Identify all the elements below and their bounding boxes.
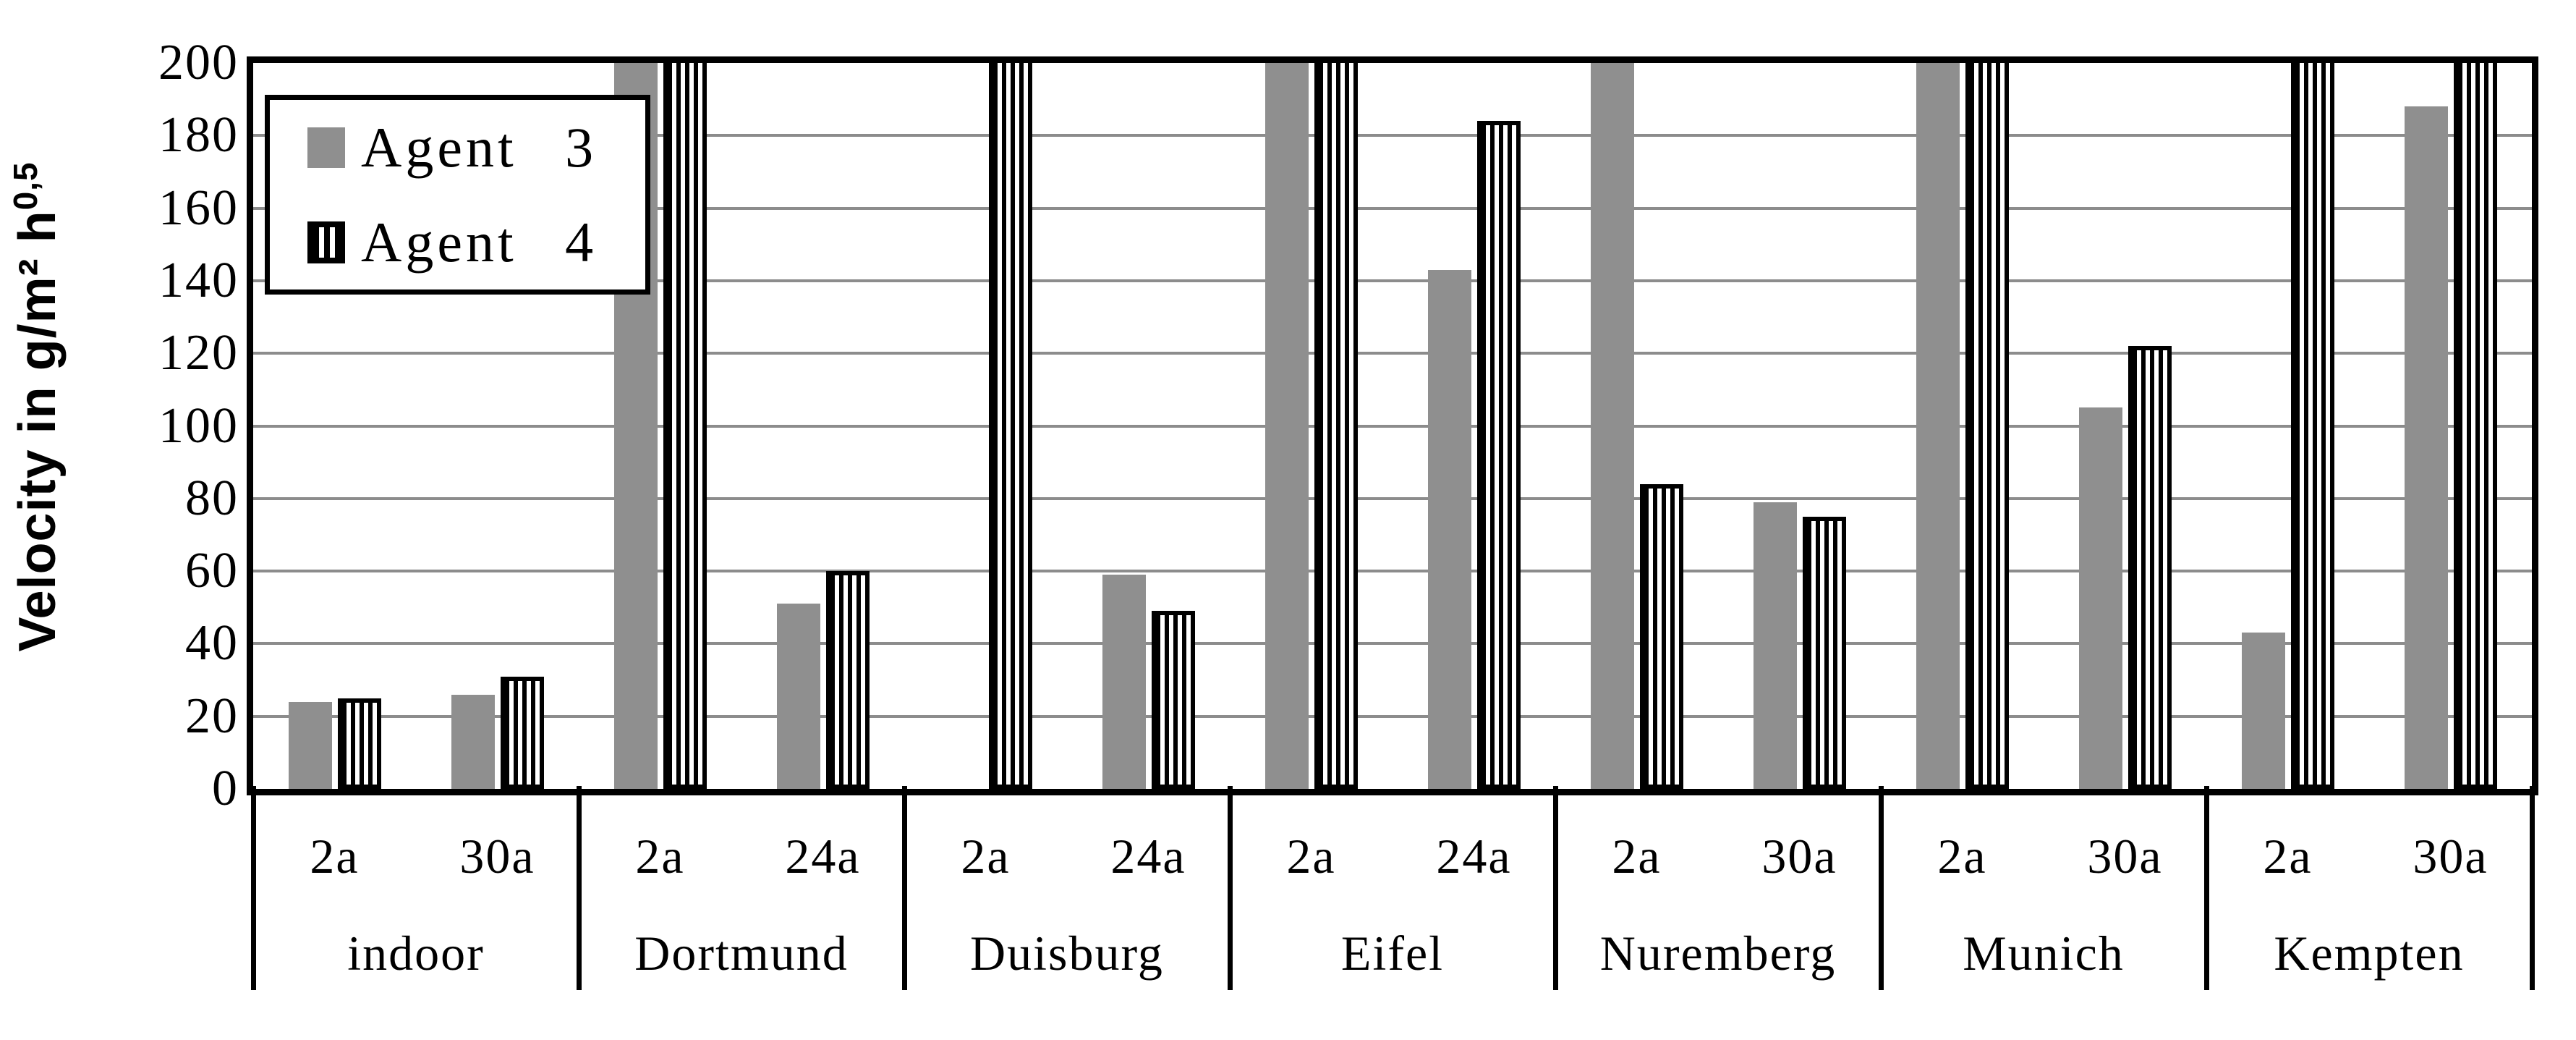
category-divider-5 (1879, 786, 1884, 990)
subgroup-label-dortmund-24a: 24a (785, 829, 861, 884)
gridline-60 (253, 570, 2532, 573)
bar-agent4-indoor-30a (500, 676, 544, 789)
gridline-120 (253, 352, 2532, 355)
bar-agent4-nuremberg-2a (1639, 483, 1683, 789)
bar-agent4-indoor-2a (337, 698, 381, 789)
y-tick-label-160: 160 (158, 179, 239, 236)
subgroup-label-dortmund-2a: 2a (635, 829, 685, 884)
bar-agent3-kempten-30a (2404, 106, 2448, 789)
y-tick-label-140: 140 (158, 252, 239, 308)
category-divider-4 (1553, 786, 1558, 990)
legend-item-agent4: Agent 4 (307, 210, 645, 275)
group-label-duisburg: Duisburg (970, 926, 1164, 981)
bar-agent4-nuremberg-30a (1802, 516, 1846, 789)
bar-agent3-eifel-24a (1427, 269, 1471, 789)
group-label-dortmund: Dortmund (634, 926, 849, 981)
bar-agent4-duisburg-24a (1151, 611, 1195, 789)
group-label-eifel: Eifel (1340, 926, 1445, 981)
gridline-20 (253, 714, 2532, 718)
y-tick-label-180: 180 (158, 107, 239, 164)
bar-agent3-munich-2a (1916, 63, 1960, 789)
bar-agent3-kempten-2a (2241, 633, 2285, 789)
agent3-swatch-icon (307, 127, 345, 168)
gridline-40 (253, 642, 2532, 646)
gridline-180 (253, 134, 2532, 138)
gridline-140 (253, 279, 2532, 282)
subgroup-label-indoor-30a: 30a (459, 829, 535, 884)
bar-agent3-nuremberg-2a (1590, 63, 1634, 789)
category-divider-0 (251, 786, 256, 990)
gridline-100 (253, 424, 2532, 428)
subgroup-label-duisburg-2a: 2a (961, 829, 1011, 884)
subgroup-label-kempten-30a: 30a (2413, 829, 2488, 884)
bar-agent4-duisburg-2a (988, 63, 1032, 789)
y-tick-label-60: 60 (185, 543, 239, 599)
bar-agent3-duisburg-24a (1102, 575, 1146, 789)
gridline-80 (253, 496, 2532, 500)
y-tick-label-40: 40 (185, 615, 239, 672)
bar-agent3-nuremberg-30a (1753, 502, 1797, 789)
category-divider-2 (902, 786, 907, 990)
legend-item-agent3: Agent 3 (307, 115, 645, 180)
legend: Agent 3 Agent 4 (265, 95, 650, 295)
subgroup-label-munich-30a: 30a (2087, 829, 2163, 884)
category-divider-7 (2530, 786, 2535, 990)
subgroup-label-nuremberg-30a: 30a (1761, 829, 1837, 884)
legend-label-agent3: Agent 3 (361, 115, 598, 179)
bar-agent4-munich-30a (2127, 346, 2172, 789)
bar-agent4-dortmund-24a (825, 571, 870, 789)
y-tick-label-0: 0 (212, 761, 239, 816)
agent4-swatch-icon (307, 221, 345, 263)
bar-agent4-eifel-24a (1476, 121, 1521, 789)
category-divider-3 (1228, 786, 1233, 990)
bar-agent4-kempten-30a (2453, 63, 2497, 789)
y-tick-label-100: 100 (158, 397, 239, 454)
bar-agent3-dortmund-24a (776, 604, 820, 789)
gridline-160 (253, 206, 2532, 210)
subgroup-label-indoor-2a: 2a (310, 829, 360, 884)
y-tick-label-20: 20 (185, 688, 239, 744)
group-label-kempten: Kempten (2274, 926, 2465, 981)
group-label-nuremberg: Nuremberg (1599, 926, 1837, 981)
subgroup-label-nuremberg-2a: 2a (1612, 829, 1662, 884)
bar-agent4-munich-2a (1965, 63, 2009, 789)
bar-agent4-eifel-2a (1314, 63, 1358, 789)
bar-agent4-kempten-2a (2290, 63, 2334, 789)
y-tick-label-80: 80 (185, 470, 239, 526)
bar-agent3-eifel-2a (1264, 63, 1309, 789)
bar-agent3-munich-30a (2078, 407, 2122, 789)
subgroup-label-eifel-24a: 24a (1436, 829, 1512, 884)
subgroup-label-eifel-2a: 2a (1286, 829, 1336, 884)
group-label-indoor: indoor (347, 926, 485, 981)
plot-area (247, 56, 2538, 795)
y-tick-label-200: 200 (158, 35, 239, 90)
bar-agent4-dortmund-2a (663, 63, 707, 789)
subgroup-label-munich-2a: 2a (1937, 829, 1987, 884)
subgroup-label-duisburg-24a: 24a (1110, 829, 1186, 884)
subgroup-label-kempten-2a: 2a (2263, 829, 2313, 884)
y-tick-label-120: 120 (158, 325, 239, 381)
legend-label-agent4: Agent 4 (361, 210, 598, 274)
bar-agent3-indoor-2a (288, 701, 332, 789)
category-divider-6 (2204, 786, 2209, 990)
category-divider-1 (577, 786, 582, 990)
bar-agent3-indoor-30a (451, 694, 495, 789)
group-label-munich: Munich (1963, 926, 2125, 981)
